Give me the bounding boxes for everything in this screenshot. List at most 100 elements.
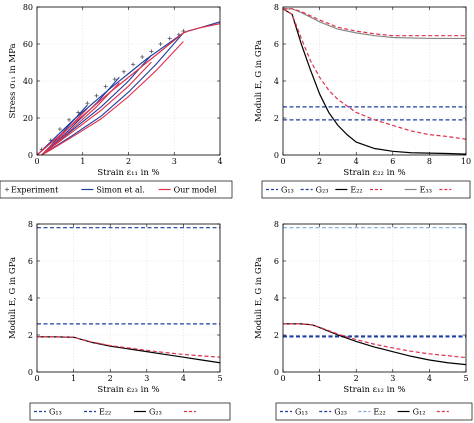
x-tick-label: 5 bbox=[463, 374, 468, 383]
x-tick-label: 10 bbox=[461, 157, 471, 166]
series-line bbox=[36, 23, 221, 156]
legend-label: G₂₃ bbox=[316, 186, 329, 195]
y-axis-label: Moduli E, G in GPa bbox=[8, 257, 18, 339]
x-axis-label: Strain ε₂₂ in % bbox=[343, 168, 405, 178]
x-tick-label: 4 bbox=[427, 374, 432, 383]
legend-label: E₃₃ bbox=[420, 186, 432, 195]
y-tick-label: 4 bbox=[274, 77, 279, 86]
y-tick-label: 6 bbox=[274, 257, 279, 266]
experiment-marker bbox=[94, 93, 99, 98]
x-tick-label: 3 bbox=[390, 374, 395, 383]
y-axis-label: Moduli E, G in GPa bbox=[254, 40, 264, 122]
legend-label: G₂₃ bbox=[149, 408, 162, 417]
legend: G₁₃ G₂₃ E₂₂ E₃₃ bbox=[261, 180, 471, 199]
x-tick-label: 6 bbox=[390, 157, 395, 166]
x-tick-label: 0 bbox=[280, 374, 285, 383]
y-tick-label: 0 bbox=[28, 151, 33, 160]
legend-label: Experiment bbox=[11, 186, 59, 195]
experiment-marker bbox=[158, 42, 163, 46]
legend-label: Our model bbox=[174, 186, 217, 195]
legend-box bbox=[0, 180, 233, 199]
x-tick-label: 1 bbox=[80, 157, 85, 166]
x-tick-label: 2 bbox=[317, 157, 322, 166]
x-axis-label: Strain ε₁₁ in % bbox=[97, 168, 159, 178]
x-tick-label: 5 bbox=[217, 374, 222, 383]
y-tick-label: 80 bbox=[23, 3, 33, 12]
experiment-marker bbox=[167, 36, 172, 41]
experiment-marker bbox=[57, 127, 62, 132]
chart-moduli-e23: 0 1 2 3 4 5 0 2 4 6 8 Strain ε₂₃ in % Moduli E, G in… bbox=[8, 220, 231, 421]
y-tick-label: 4 bbox=[274, 294, 279, 303]
experiment-marker bbox=[140, 54, 145, 59]
y-tick-label: 8 bbox=[28, 220, 33, 229]
x-axis-label: Strain ε₁₂ in % bbox=[343, 385, 405, 395]
legend: Experiment Simon et al. Our model bbox=[0, 180, 233, 199]
y-tick-label: 2 bbox=[28, 331, 33, 340]
experiment-marker bbox=[85, 101, 90, 106]
x-tick-label: 1 bbox=[317, 374, 322, 383]
y-axis-label: Moduli E, G in GPa bbox=[254, 257, 264, 339]
y-tick-label: 0 bbox=[274, 151, 279, 160]
experiment-marker bbox=[131, 62, 136, 67]
y-tick-label: 6 bbox=[274, 40, 279, 49]
x-tick-label: 1 bbox=[71, 374, 76, 383]
x-tick-label: 0 bbox=[34, 374, 39, 383]
legend-label: G₁₃ bbox=[295, 408, 308, 417]
x-tick-label: 0 bbox=[34, 157, 39, 166]
y-axis-label: Stress σ₁₁ in MPa bbox=[8, 43, 18, 118]
legend: G₁₃ G₂₃ E₂₂ G₁₂ bbox=[275, 402, 473, 421]
experiment-marker bbox=[103, 84, 108, 89]
y-tick-label: 8 bbox=[274, 220, 279, 229]
legend: G₁₃ E₂₂ G₂₃ bbox=[29, 402, 231, 421]
y-tick-label: 0 bbox=[28, 368, 33, 377]
y-tick-label: 20 bbox=[23, 114, 33, 123]
series-line bbox=[282, 8, 467, 140]
legend-label: E₂₂ bbox=[99, 408, 111, 417]
y-tick-label: 2 bbox=[274, 331, 279, 340]
legend-label: G₁₃ bbox=[281, 186, 294, 195]
x-tick-label: 4 bbox=[354, 157, 359, 166]
y-tick-label: 2 bbox=[274, 114, 279, 123]
y-tick-label: 8 bbox=[274, 3, 279, 12]
x-tick-label: 4 bbox=[181, 374, 186, 383]
series-line bbox=[283, 8, 466, 40]
x-tick-label: 3 bbox=[144, 374, 149, 383]
x-tick-label: 0 bbox=[280, 157, 285, 166]
chart-moduli-e12: 0 1 2 3 4 5 0 2 4 6 8 Strain ε₁₂ in % Moduli E, G in… bbox=[254, 220, 473, 421]
series-line bbox=[37, 336, 221, 358]
legend-label: E₂₂ bbox=[373, 408, 385, 417]
x-tick-label: 2 bbox=[108, 374, 113, 383]
y-tick-label: 0 bbox=[274, 368, 279, 377]
experiment-marker bbox=[76, 110, 81, 115]
x-tick-label: 2 bbox=[126, 157, 131, 166]
y-tick-label: 6 bbox=[28, 257, 33, 266]
x-axis-label: Strain ε₂₃ in % bbox=[97, 385, 159, 395]
series-line bbox=[37, 336, 221, 364]
legend-box bbox=[29, 402, 231, 421]
x-tick-label: 3 bbox=[172, 157, 177, 166]
series-line bbox=[283, 323, 467, 359]
legend-box bbox=[261, 180, 471, 199]
experiment-marker bbox=[121, 69, 126, 74]
chart-moduli-e22: 0 2 4 6 8 10 0 2 4 6 8 Strain ε₂₂ in % Moduli E, G i… bbox=[254, 3, 471, 199]
series-line bbox=[283, 8, 466, 37]
legend-label: G₁₃ bbox=[49, 408, 62, 417]
x-tick-label: 4 bbox=[217, 157, 222, 166]
legend-label: Simon et al. bbox=[96, 186, 145, 195]
y-tick-label: 4 bbox=[28, 294, 33, 303]
y-tick-label: 60 bbox=[23, 40, 33, 49]
legend-label: G₁₂ bbox=[413, 408, 426, 417]
legend-label: E₂₂ bbox=[350, 186, 362, 195]
experiment-marker bbox=[67, 117, 72, 122]
legend-label: G₂₃ bbox=[334, 408, 347, 417]
unload-loop-line bbox=[41, 82, 120, 156]
unload-loop-line bbox=[41, 41, 184, 156]
x-tick-label: 2 bbox=[354, 374, 359, 383]
x-tick-label: 8 bbox=[427, 157, 432, 166]
experiment-marker bbox=[112, 77, 117, 82]
experiment-marker bbox=[149, 49, 154, 54]
legend-box bbox=[275, 402, 473, 421]
